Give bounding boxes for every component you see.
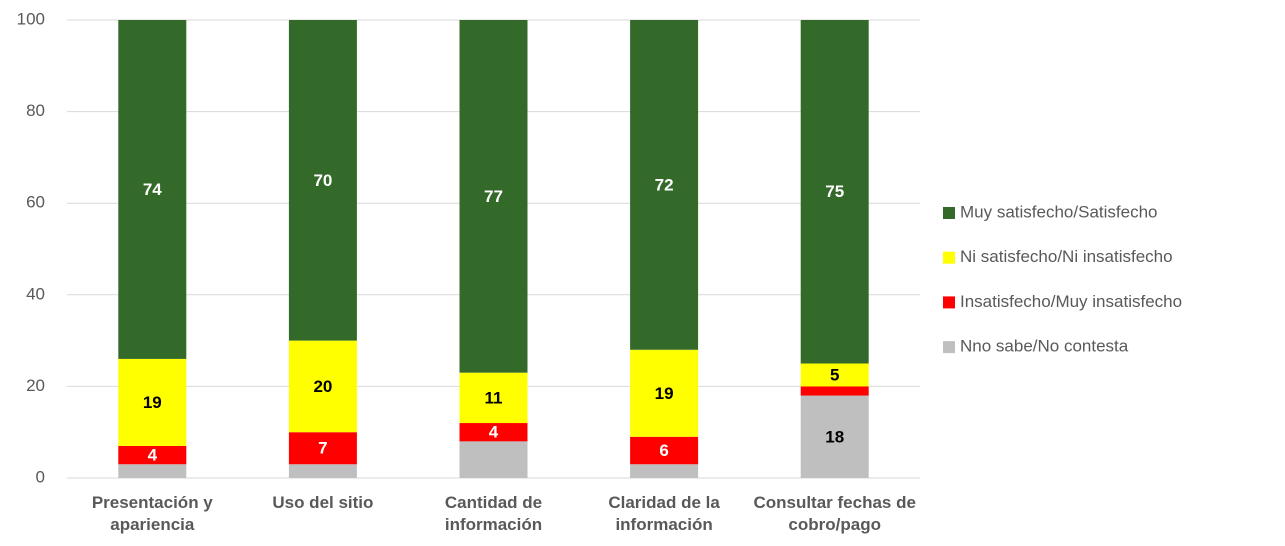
legend-swatch [943, 251, 955, 264]
bar-segment [800, 363, 869, 387]
x-tick-label: Consultar fechas de cobro/pago [753, 493, 916, 534]
legend-label: Nno sabe/No contesta [960, 337, 1129, 356]
bar-segment [288, 432, 357, 465]
data-label: 6 [659, 441, 668, 460]
bar-segment [800, 20, 869, 364]
data-label: 18 [825, 427, 844, 446]
data-label: 20 [313, 377, 332, 396]
bar-segment [800, 386, 869, 396]
legend-label: Ni satisfecho/Ni insatisfecho [960, 247, 1173, 266]
y-tick-label: 60 [26, 193, 45, 212]
y-tick-label: 20 [26, 376, 45, 395]
legend-swatch [943, 207, 955, 219]
bar-segment [630, 20, 699, 350]
data-label: 70 [313, 171, 332, 190]
bar-segment [288, 464, 357, 478]
bar-segment [459, 441, 528, 478]
bar-segment [118, 445, 187, 465]
data-label: 77 [484, 187, 503, 206]
bar-segment [118, 20, 187, 359]
data-label: 75 [825, 182, 844, 201]
bar-segment [459, 20, 528, 373]
data-label: 19 [143, 393, 162, 412]
data-label: 5 [830, 365, 839, 384]
x-tick-label: Presentación y apariencia [91, 493, 213, 534]
bar-segment [118, 358, 187, 446]
y-tick-label: 40 [26, 284, 45, 303]
data-label: 4 [489, 423, 499, 442]
bar-segment [288, 340, 357, 433]
bar-segment [288, 20, 357, 341]
bar-segment [630, 436, 699, 465]
data-label: 72 [655, 175, 674, 194]
legend-label: Muy satisfecho/Satisfecho [960, 202, 1157, 221]
data-label: 74 [143, 180, 162, 199]
bar-segment [118, 464, 187, 478]
x-tick-label: Cantidad de información [444, 493, 543, 534]
y-tick-label: 0 [36, 467, 45, 486]
bar-segment [630, 464, 699, 478]
data-label: 19 [655, 384, 674, 403]
x-tick-label: Claridad de la información [608, 493, 720, 534]
legend-swatch [943, 296, 955, 309]
bar-segment [459, 372, 528, 424]
data-label: 7 [318, 439, 327, 458]
y-tick-label: 100 [17, 9, 45, 28]
y-tick-label: 80 [26, 101, 45, 120]
data-label: 4 [148, 446, 158, 465]
bar-segment [459, 423, 528, 442]
x-tick-label: Uso del sitio [272, 493, 374, 512]
bar-segment [800, 395, 869, 478]
bar-segment [630, 349, 699, 437]
legend-label: Insatisfecho/Muy insatisfecho [960, 292, 1182, 311]
legend-swatch [943, 341, 955, 354]
data-label: 11 [485, 388, 503, 407]
